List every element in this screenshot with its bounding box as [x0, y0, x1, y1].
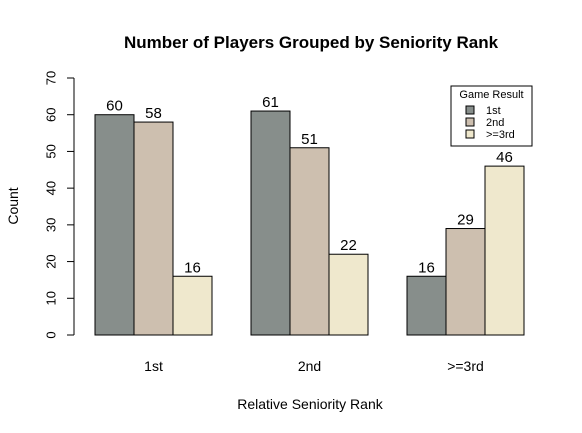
bar-value-label: 29 — [457, 212, 474, 229]
y-tick-label: 0 — [43, 331, 58, 338]
y-tick-label: 60 — [43, 107, 58, 121]
legend-title: Game Result — [459, 89, 523, 101]
legend-entry: >=3rd — [486, 129, 515, 141]
y-axis-label: Count — [5, 187, 21, 224]
y-tick-label: 20 — [43, 254, 58, 268]
legend-swatch — [465, 105, 475, 115]
legend-entry: 1st — [486, 105, 501, 117]
bar — [406, 275, 447, 336]
y-tick-label: 70 — [43, 71, 58, 85]
category-label: 1st — [144, 358, 163, 374]
legend-swatch — [465, 129, 475, 139]
y-tick-label: 40 — [43, 181, 58, 195]
data-labels: 60 58 16 61 51 22 16 29 46 — [106, 94, 513, 276]
bar — [133, 121, 174, 336]
bar — [172, 275, 213, 336]
bar-value-label: 61 — [262, 94, 279, 111]
legend-swatch — [465, 117, 475, 127]
bar-value-label: 22 — [340, 237, 357, 254]
bar — [484, 165, 525, 336]
bar — [250, 110, 291, 336]
bar — [94, 114, 135, 336]
bars — [94, 110, 525, 336]
bar — [328, 253, 369, 336]
bar-value-label: 58 — [145, 105, 162, 122]
bar-value-label: 16 — [184, 259, 201, 276]
bar-value-label: 60 — [106, 98, 123, 115]
bar-value-label: 16 — [418, 259, 435, 276]
legend-entry: 2nd — [486, 117, 504, 129]
y-tick-label: 50 — [43, 144, 58, 158]
y-tick-label: 30 — [43, 218, 58, 232]
category-label: 2nd — [298, 358, 321, 374]
x-axis-label: Relative Seniority Rank — [237, 396, 384, 412]
bar — [445, 228, 486, 336]
bar — [289, 147, 330, 336]
y-axis: 0 10 20 30 40 50 60 70 — [43, 71, 75, 339]
y-tick-label: 10 — [43, 291, 58, 305]
bar-value-label: 51 — [301, 131, 318, 148]
bar-value-label: 46 — [496, 149, 513, 166]
category-labels: 1st 2nd >=3rd — [144, 358, 484, 374]
category-label: >=3rd — [447, 358, 484, 374]
chart-title: Number of Players Grouped by Seniority R… — [124, 33, 499, 52]
legend-box — [450, 85, 533, 147]
